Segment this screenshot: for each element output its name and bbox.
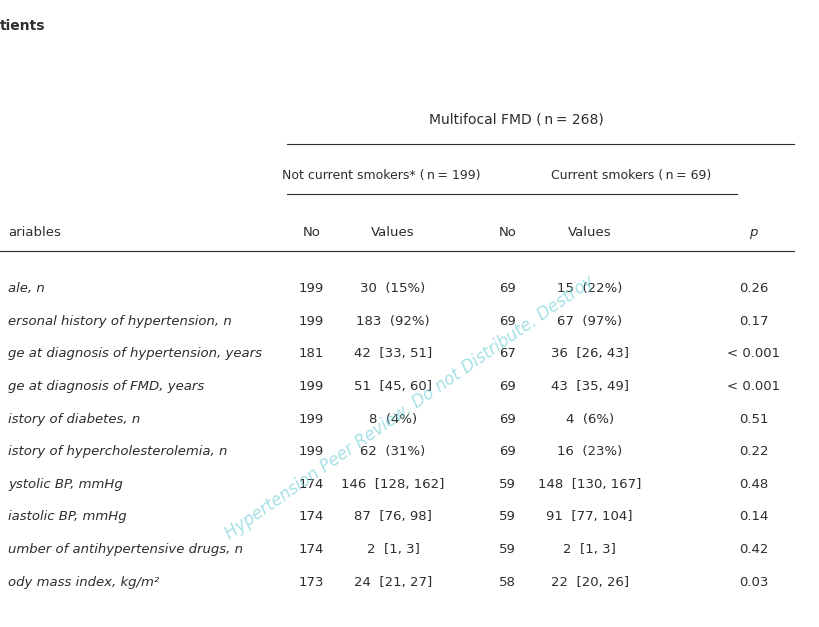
Text: No: No (302, 226, 320, 239)
Text: 59: 59 (500, 543, 516, 556)
Text: ody mass index, kg/m²: ody mass index, kg/m² (8, 576, 160, 589)
Text: Values: Values (568, 226, 612, 239)
Text: 24  [21, 27]: 24 [21, 27] (354, 576, 432, 589)
Text: istory of hypercholesterolemia, n: istory of hypercholesterolemia, n (8, 445, 228, 458)
Text: 15  (22%): 15 (22%) (557, 282, 622, 295)
Text: < 0.001: < 0.001 (727, 347, 780, 361)
Text: 2  [1, 3]: 2 [1, 3] (367, 543, 419, 556)
Text: ariables: ariables (8, 226, 61, 239)
Text: 22  [20, 26]: 22 [20, 26] (550, 576, 629, 589)
Text: 69: 69 (500, 445, 516, 458)
Text: Values: Values (371, 226, 415, 239)
Text: 199: 199 (299, 380, 324, 393)
Text: istory of diabetes, n: istory of diabetes, n (8, 413, 140, 426)
Text: 199: 199 (299, 282, 324, 295)
Text: 0.22: 0.22 (739, 445, 768, 458)
Text: ersonal history of hypertension, n: ersonal history of hypertension, n (8, 315, 232, 328)
Text: 0.48: 0.48 (739, 478, 768, 491)
Text: 199: 199 (299, 315, 324, 328)
Text: 51  [45, 60]: 51 [45, 60] (354, 380, 432, 393)
Text: 0.03: 0.03 (739, 576, 768, 589)
Text: 16  (23%): 16 (23%) (557, 445, 622, 458)
Text: 67  (97%): 67 (97%) (557, 315, 622, 328)
Text: p: p (749, 226, 758, 239)
Text: 59: 59 (500, 510, 516, 524)
Text: 4  (6%): 4 (6%) (566, 413, 613, 426)
Text: 69: 69 (500, 413, 516, 426)
Text: ge at diagnosis of FMD, years: ge at diagnosis of FMD, years (8, 380, 205, 393)
Text: 146  [128, 162]: 146 [128, 162] (342, 478, 445, 491)
Text: 91  [77, 104]: 91 [77, 104] (546, 510, 633, 524)
Text: 199: 199 (299, 413, 324, 426)
Text: 183  (92%): 183 (92%) (356, 315, 430, 328)
Text: 0.14: 0.14 (739, 510, 768, 524)
Text: ystolic BP, mmHg: ystolic BP, mmHg (8, 478, 123, 491)
Text: 36  [26, 43]: 36 [26, 43] (550, 347, 629, 361)
Text: 181: 181 (299, 347, 324, 361)
Text: 43  [35, 49]: 43 [35, 49] (550, 380, 629, 393)
Text: 30  (15%): 30 (15%) (360, 282, 426, 295)
Text: 8  (4%): 8 (4%) (369, 413, 417, 426)
Text: 0.26: 0.26 (739, 282, 768, 295)
Text: 42  [33, 51]: 42 [33, 51] (354, 347, 432, 361)
Text: 174: 174 (299, 478, 324, 491)
Text: Not current smokers* ( n = 199): Not current smokers* ( n = 199) (282, 169, 480, 182)
Text: 69: 69 (500, 380, 516, 393)
Text: 0.42: 0.42 (739, 543, 768, 556)
Text: 59: 59 (500, 478, 516, 491)
Text: ge at diagnosis of hypertension, years: ge at diagnosis of hypertension, years (8, 347, 262, 361)
Text: 0.51: 0.51 (739, 413, 768, 426)
Text: No: No (499, 226, 517, 239)
Text: 2  [1, 3]: 2 [1, 3] (563, 543, 616, 556)
Text: iastolic BP, mmHg: iastolic BP, mmHg (8, 510, 127, 524)
Text: 67: 67 (500, 347, 516, 361)
Text: < 0.001: < 0.001 (727, 380, 780, 393)
Text: 174: 174 (299, 543, 324, 556)
Text: 69: 69 (500, 282, 516, 295)
Text: ale, n: ale, n (8, 282, 45, 295)
Text: 174: 174 (299, 510, 324, 524)
Text: Current smokers ( n = 69): Current smokers ( n = 69) (550, 169, 711, 182)
Text: 148  [130, 167]: 148 [130, 167] (538, 478, 641, 491)
Text: 58: 58 (500, 576, 516, 589)
Text: 199: 199 (299, 445, 324, 458)
Text: tients: tients (0, 19, 46, 33)
Text: 62  (31%): 62 (31%) (360, 445, 426, 458)
Text: 87  [76, 98]: 87 [76, 98] (354, 510, 432, 524)
Text: Hypertension Peer Review. Do not Distribute. Destroy: Hypertension Peer Review. Do not Distrib… (221, 272, 598, 543)
Text: 173: 173 (298, 576, 324, 589)
Text: umber of antihypertensive drugs, n: umber of antihypertensive drugs, n (8, 543, 243, 556)
Text: 0.17: 0.17 (739, 315, 768, 328)
Text: 69: 69 (500, 315, 516, 328)
Text: Multifocal FMD ( n = 268): Multifocal FMD ( n = 268) (428, 113, 604, 127)
